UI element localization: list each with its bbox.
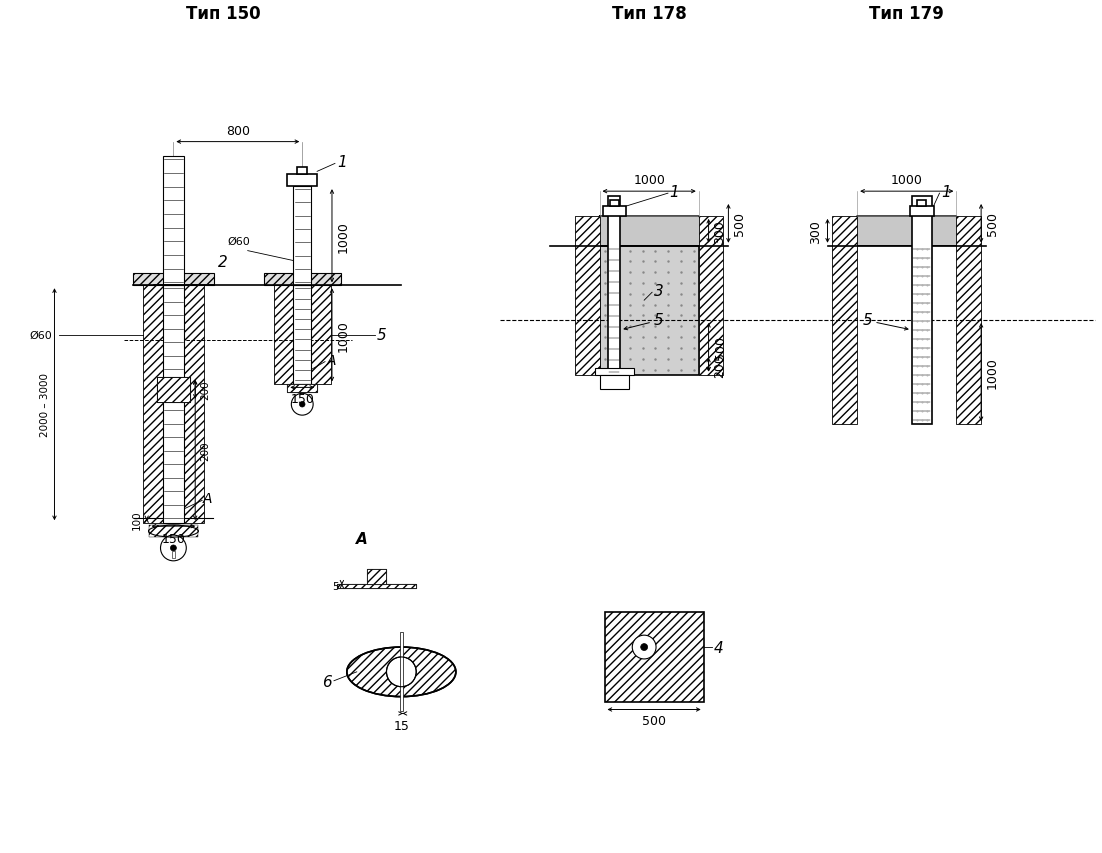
Bar: [132, 274, 214, 286]
Text: 1000: 1000: [337, 320, 350, 351]
Text: 200: 200: [201, 380, 210, 400]
Text: 1000: 1000: [890, 174, 922, 187]
Text: 300: 300: [810, 219, 822, 243]
Text: 6: 6: [322, 675, 332, 689]
Polygon shape: [580, 217, 719, 247]
Bar: [367, 569, 387, 584]
Bar: [149, 525, 198, 537]
Bar: [910, 206, 933, 217]
Bar: [599, 375, 629, 390]
Bar: [298, 168, 307, 175]
Bar: [957, 217, 981, 425]
Bar: [911, 197, 931, 425]
Circle shape: [161, 536, 186, 561]
Text: 150: 150: [290, 393, 314, 406]
Bar: [156, 378, 191, 403]
Text: A: A: [327, 353, 336, 367]
Bar: [337, 584, 417, 588]
Circle shape: [291, 394, 313, 415]
Bar: [263, 274, 341, 286]
Bar: [608, 197, 620, 375]
Bar: [273, 286, 331, 385]
Text: 1000: 1000: [337, 221, 350, 252]
Bar: [605, 612, 703, 702]
Text: Тип 150: Тип 150: [185, 5, 260, 23]
Bar: [917, 200, 926, 206]
Text: 15: 15: [393, 720, 409, 733]
Text: Ø60: Ø60: [30, 330, 53, 340]
Polygon shape: [838, 217, 976, 247]
Bar: [699, 217, 723, 375]
Circle shape: [171, 545, 176, 551]
Text: A: A: [203, 492, 213, 506]
Text: 200: 200: [201, 441, 210, 461]
Bar: [172, 551, 175, 558]
Text: 2000 – 3000: 2000 – 3000: [40, 373, 50, 437]
Text: 200: 200: [713, 353, 726, 377]
Text: 1: 1: [941, 184, 951, 200]
Bar: [367, 569, 387, 584]
Bar: [156, 378, 191, 403]
Text: 4: 4: [713, 640, 723, 655]
Text: A: A: [356, 531, 368, 546]
Bar: [337, 584, 417, 588]
Bar: [575, 217, 599, 375]
Bar: [162, 157, 184, 286]
Ellipse shape: [347, 647, 456, 697]
Bar: [603, 206, 626, 217]
Text: 5: 5: [333, 581, 339, 591]
Bar: [611, 200, 619, 206]
Bar: [288, 175, 317, 187]
Ellipse shape: [149, 525, 198, 537]
Text: 500: 500: [642, 715, 666, 728]
Text: 1000: 1000: [634, 174, 665, 187]
Text: Тип 178: Тип 178: [612, 5, 687, 23]
Text: 500: 500: [713, 336, 726, 360]
Bar: [595, 368, 635, 375]
Bar: [400, 632, 403, 711]
Circle shape: [387, 657, 417, 687]
Bar: [288, 385, 317, 393]
Text: 1: 1: [669, 184, 679, 200]
Text: 2: 2: [218, 254, 228, 270]
Circle shape: [633, 635, 656, 659]
Text: Ø60: Ø60: [228, 236, 250, 247]
Bar: [293, 187, 311, 286]
Text: 500: 500: [986, 212, 1000, 236]
Text: 300: 300: [713, 219, 726, 243]
Circle shape: [300, 402, 305, 408]
Text: 5: 5: [863, 313, 872, 328]
Bar: [599, 247, 699, 375]
Text: 5: 5: [377, 328, 387, 343]
Bar: [288, 385, 317, 393]
Bar: [162, 286, 184, 524]
Text: Тип 179: Тип 179: [869, 5, 944, 23]
Text: 100: 100: [131, 510, 142, 530]
Circle shape: [640, 644, 648, 651]
Text: 800: 800: [226, 125, 250, 137]
Text: 5: 5: [655, 313, 663, 328]
Text: 1: 1: [337, 154, 347, 170]
Text: 150: 150: [162, 532, 185, 545]
Text: 3: 3: [921, 278, 931, 293]
Bar: [832, 217, 857, 425]
Text: 3: 3: [655, 283, 663, 299]
Bar: [293, 286, 311, 385]
Text: 500: 500: [733, 212, 746, 236]
Text: 1000: 1000: [986, 357, 1000, 388]
Bar: [142, 286, 204, 524]
